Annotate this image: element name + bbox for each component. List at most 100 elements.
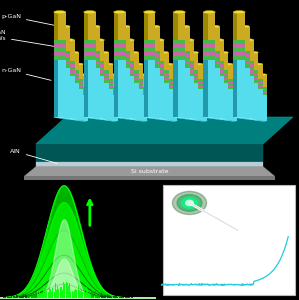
- Bar: [96, 295, 97, 298]
- Ellipse shape: [140, 120, 147, 121]
- Polygon shape: [69, 70, 79, 73]
- Ellipse shape: [189, 118, 199, 120]
- Polygon shape: [244, 40, 247, 61]
- Polygon shape: [64, 70, 74, 73]
- Polygon shape: [262, 75, 267, 87]
- Ellipse shape: [99, 51, 109, 54]
- Polygon shape: [179, 54, 190, 58]
- Polygon shape: [259, 75, 262, 87]
- Polygon shape: [238, 58, 250, 61]
- Bar: [46, 291, 47, 298]
- Polygon shape: [259, 87, 267, 88]
- Polygon shape: [182, 68, 190, 118]
- Polygon shape: [170, 87, 177, 88]
- Polygon shape: [78, 89, 83, 120]
- Polygon shape: [105, 79, 113, 81]
- Bar: [126, 297, 127, 298]
- Polygon shape: [244, 73, 254, 76]
- Bar: [122, 297, 123, 298]
- Bar: [98, 295, 99, 298]
- Polygon shape: [149, 26, 152, 51]
- Polygon shape: [229, 92, 237, 94]
- Polygon shape: [98, 76, 104, 118]
- Polygon shape: [128, 76, 134, 118]
- Polygon shape: [189, 70, 199, 73]
- Ellipse shape: [208, 25, 220, 28]
- Ellipse shape: [84, 116, 96, 118]
- Bar: [28, 295, 29, 298]
- Bar: [105, 296, 106, 298]
- Bar: [55, 284, 56, 298]
- Polygon shape: [164, 87, 173, 89]
- Polygon shape: [208, 68, 212, 118]
- Polygon shape: [135, 83, 143, 85]
- Polygon shape: [173, 44, 185, 48]
- Bar: [33, 291, 34, 298]
- Bar: [104, 295, 105, 298]
- Text: n-GaN: n-GaN: [1, 68, 51, 80]
- Polygon shape: [99, 75, 109, 78]
- Polygon shape: [80, 92, 88, 94]
- Bar: [64, 284, 65, 298]
- Polygon shape: [179, 58, 190, 61]
- Polygon shape: [212, 26, 220, 51]
- Bar: [9, 297, 10, 298]
- Polygon shape: [184, 40, 187, 61]
- Polygon shape: [75, 79, 83, 81]
- Polygon shape: [199, 75, 202, 87]
- Polygon shape: [88, 12, 96, 40]
- Polygon shape: [112, 75, 118, 87]
- Polygon shape: [208, 51, 220, 54]
- Polygon shape: [203, 48, 215, 52]
- Polygon shape: [129, 70, 139, 73]
- Polygon shape: [214, 70, 224, 73]
- Polygon shape: [59, 64, 70, 68]
- Polygon shape: [119, 54, 130, 58]
- Polygon shape: [247, 76, 254, 118]
- Polygon shape: [54, 44, 66, 48]
- Bar: [80, 291, 81, 298]
- Polygon shape: [135, 81, 143, 83]
- Bar: [58, 289, 60, 298]
- Bar: [73, 292, 74, 298]
- Polygon shape: [69, 78, 79, 80]
- Polygon shape: [199, 92, 207, 94]
- Polygon shape: [99, 73, 109, 75]
- Polygon shape: [84, 56, 96, 60]
- Polygon shape: [152, 68, 160, 118]
- Polygon shape: [164, 89, 167, 120]
- Polygon shape: [140, 95, 142, 121]
- Polygon shape: [227, 89, 233, 120]
- Polygon shape: [108, 64, 113, 79]
- Polygon shape: [119, 64, 130, 68]
- Polygon shape: [154, 61, 164, 64]
- Polygon shape: [224, 81, 233, 83]
- Polygon shape: [219, 83, 222, 119]
- Bar: [127, 297, 128, 298]
- Polygon shape: [254, 81, 263, 83]
- Polygon shape: [208, 64, 220, 68]
- Polygon shape: [54, 48, 66, 52]
- Polygon shape: [140, 94, 147, 95]
- Polygon shape: [208, 26, 212, 51]
- Ellipse shape: [119, 117, 130, 119]
- Polygon shape: [89, 64, 100, 68]
- Polygon shape: [212, 68, 220, 118]
- Polygon shape: [149, 54, 160, 58]
- Polygon shape: [259, 95, 262, 121]
- Bar: [120, 297, 121, 298]
- Polygon shape: [108, 89, 113, 120]
- Polygon shape: [203, 60, 208, 117]
- Ellipse shape: [149, 117, 160, 119]
- Polygon shape: [244, 61, 254, 64]
- Bar: [86, 287, 87, 298]
- Polygon shape: [36, 117, 293, 144]
- Polygon shape: [194, 87, 203, 89]
- Polygon shape: [159, 52, 162, 70]
- Ellipse shape: [75, 119, 83, 121]
- Polygon shape: [135, 85, 143, 87]
- Text: InGaN/AlGaN
MQWs: InGaN/AlGaN MQWs: [0, 30, 54, 46]
- Polygon shape: [69, 75, 79, 78]
- Polygon shape: [99, 83, 103, 119]
- Bar: [75, 289, 76, 298]
